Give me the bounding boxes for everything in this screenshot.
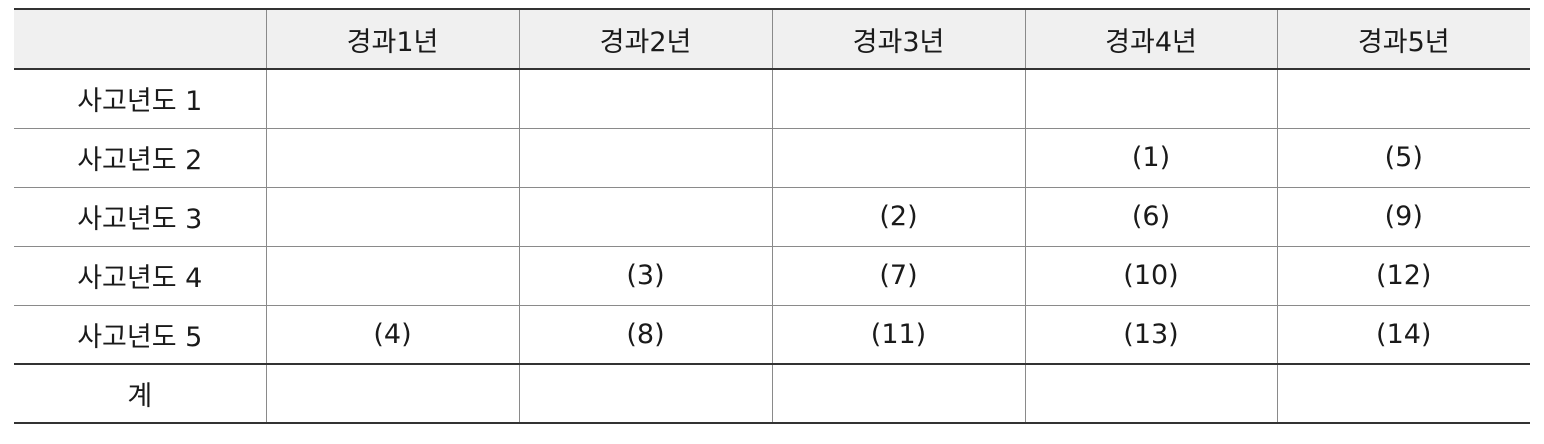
table-cell: (6) [1024,187,1277,247]
column-header: 경과4년 [1024,8,1277,70]
table-cell [771,128,1025,188]
table-row: 사고년도 2 (1) (5) [14,128,1530,188]
table-cell: (11) [771,305,1025,365]
table-cell [265,69,519,129]
column-header: 경과3년 [771,8,1025,70]
header-row: 경과1년 경과2년 경과3년 경과4년 경과5년 [14,8,1530,70]
total-row-header: 계 [14,364,266,424]
table-cell: (12) [1276,246,1530,306]
table-cell: (2) [771,187,1025,247]
table-cell [265,246,519,306]
table-cell: (9) [1276,187,1530,247]
table-cell: (3) [518,246,772,306]
table-cell [265,128,519,188]
row-header: 사고년도 4 [14,246,266,306]
table-cell: (8) [518,305,772,365]
total-row: 계 [14,364,1530,424]
total-cell [1276,364,1530,424]
column-header: 경과5년 [1276,8,1530,70]
total-cell [771,364,1025,424]
loss-development-table: 경과1년 경과2년 경과3년 경과4년 경과5년 사고년도 1 사고년도 2 [14,8,1530,424]
table-cell [518,69,772,129]
table-cell: (14) [1276,305,1530,365]
table-cell [771,69,1025,129]
row-header: 사고년도 1 [14,69,266,129]
table-row: 사고년도 1 [14,69,1530,129]
table-row: 사고년도 4 (3) (7) (10) (12) [14,246,1530,306]
table-cell [518,187,772,247]
table-cell [1024,69,1277,129]
table-cell [265,187,519,247]
table-row: 사고년도 5 (4) (8) (11) (13) (14) [14,305,1530,365]
column-header: 경과1년 [265,8,519,70]
table-cell [1276,69,1530,129]
total-cell [1024,364,1277,424]
loss-development-table-container: 경과1년 경과2년 경과3년 경과4년 경과5년 사고년도 1 사고년도 2 [14,8,1530,424]
row-header: 사고년도 2 [14,128,266,188]
row-header: 사고년도 5 [14,305,266,365]
column-header: 경과2년 [518,8,772,70]
table-row: 사고년도 3 (2) (6) (9) [14,187,1530,247]
table-cell [518,128,772,188]
table-cell: (13) [1024,305,1277,365]
total-cell [265,364,519,424]
table-cell: (4) [265,305,519,365]
table-cell: (7) [771,246,1025,306]
row-header: 사고년도 3 [14,187,266,247]
table-cell: (1) [1024,128,1277,188]
table-cell: (5) [1276,128,1530,188]
total-cell [518,364,772,424]
table-cell: (10) [1024,246,1277,306]
corner-cell [14,8,266,70]
